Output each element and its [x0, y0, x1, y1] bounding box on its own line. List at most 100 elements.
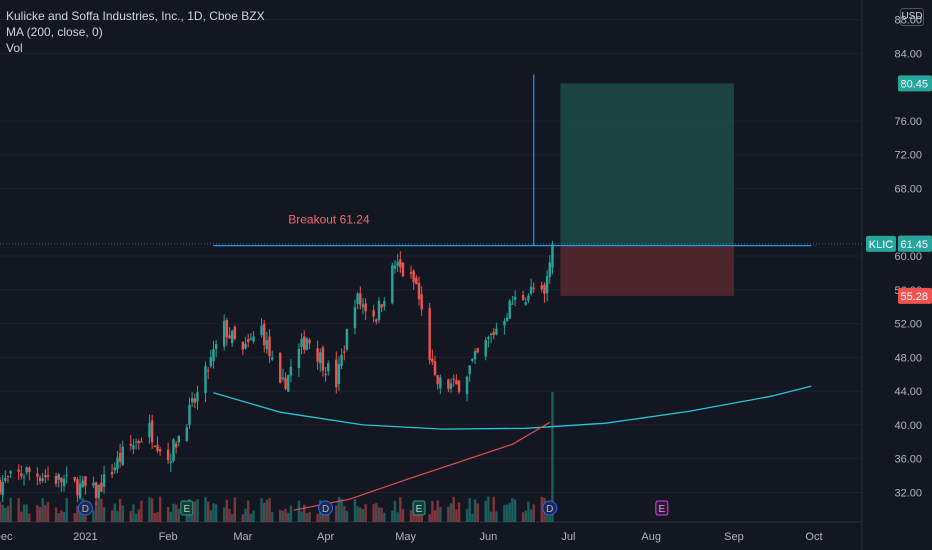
candle-body: [399, 259, 402, 268]
earnings-marker: E: [180, 500, 194, 516]
price-tick-label: 48.00: [894, 352, 922, 364]
time-tick-label: Sep: [724, 531, 744, 543]
symbol-title[interactable]: Kulicke and Soffa Industries, Inc., 1D, …: [6, 9, 265, 23]
volume-bar: [172, 503, 175, 522]
candle-body: [204, 366, 207, 393]
volume-bar: [353, 499, 357, 522]
volume-bar: [449, 503, 453, 522]
time-tick-label: Jul: [561, 531, 575, 543]
price-tick-label: 84.00: [894, 48, 922, 60]
candle-body: [177, 436, 181, 443]
candle-body: [150, 420, 154, 443]
time-tick-label: Aug: [641, 531, 661, 543]
candle-body: [185, 427, 189, 442]
volume-bar: [73, 513, 76, 522]
marker-shape: [412, 500, 426, 516]
volume-bar: [433, 510, 437, 522]
candle-body: [436, 375, 439, 385]
candle-body: [233, 326, 237, 339]
currency-label[interactable]: USD: [900, 8, 924, 26]
volume-bar: [324, 510, 327, 522]
volume-bar: [65, 498, 68, 522]
volume-bar: [60, 510, 63, 522]
candle-body: [420, 294, 423, 310]
volume-bar: [110, 510, 114, 522]
volume-bar: [383, 512, 386, 522]
candle-body: [476, 348, 479, 353]
candle-body: [359, 293, 362, 305]
candle-body: [132, 445, 135, 450]
candle-body: [212, 349, 215, 362]
candle-body: [321, 347, 325, 371]
volume-bar: [158, 496, 162, 522]
candle-body: [196, 392, 199, 402]
volume-bar: [116, 510, 119, 522]
badge-value: 55.28: [900, 291, 928, 303]
volume-bar: [527, 501, 530, 522]
candle-body: [6, 476, 10, 478]
volume-bar: [545, 511, 549, 522]
candle-body: [396, 261, 399, 266]
candle-body: [148, 423, 151, 438]
last-price-price-badge: 61.45 KLIC: [866, 235, 932, 252]
candle-body: [319, 352, 322, 364]
candle-body: [364, 303, 367, 312]
volume-bar: [196, 499, 199, 522]
candle-body: [113, 467, 116, 471]
price-tick-label: 68.00: [894, 184, 922, 196]
volume-bar: [228, 508, 231, 522]
volume-bar: [132, 504, 135, 522]
marker-shape: [180, 500, 194, 516]
candle-body: [524, 302, 527, 305]
candle-body: [353, 307, 357, 329]
candle-body: [412, 270, 415, 283]
volume-bar: [471, 513, 474, 522]
volume-bar: [284, 508, 287, 522]
ma-indicator-label[interactable]: MA (200, close, 0): [6, 25, 103, 39]
candle-body: [249, 338, 253, 340]
candle-body: [545, 276, 549, 294]
time-tick-label: Feb: [159, 531, 178, 543]
candle-body: [81, 480, 84, 488]
dividend-marker: D: [77, 500, 93, 516]
volume-bar: [343, 506, 346, 522]
volume-bar: [521, 512, 525, 522]
volume-bar: [193, 501, 197, 522]
volume-indicator-label[interactable]: Vol: [6, 41, 23, 55]
volume-bar: [78, 507, 82, 522]
volume-bar: [281, 510, 285, 522]
candle-body: [62, 479, 66, 487]
candle-body: [94, 482, 98, 498]
candle-body: [281, 377, 285, 380]
volume-bar: [4, 507, 7, 522]
candle-body: [335, 359, 338, 388]
volume-bar: [401, 508, 405, 522]
candle-body: [484, 340, 487, 357]
cup-curve: [213, 385, 812, 430]
volume-bar: [468, 498, 471, 522]
volume-bar: [409, 510, 413, 522]
candle-body: [76, 479, 79, 496]
candle-body: [361, 304, 365, 308]
candle-body: [287, 375, 290, 392]
badge-value: 61.45: [900, 239, 928, 251]
marker-label: D: [322, 504, 329, 515]
candle-body: [428, 308, 431, 361]
candle-body: [279, 352, 282, 383]
candle-body: [44, 474, 47, 478]
candle-body: [110, 472, 114, 475]
volume-bar: [303, 504, 306, 522]
candle-body: [527, 295, 530, 301]
volume-bar: [118, 498, 122, 522]
volume-bar: [487, 496, 490, 522]
stop-price-badge: 55.28: [898, 287, 932, 304]
candle-body: [511, 303, 514, 305]
badge-bg: [898, 235, 932, 252]
volume-bar: [465, 508, 469, 522]
volume-bar: [76, 505, 79, 522]
time-tick-label: Dec: [0, 531, 13, 543]
volume-bar: [84, 511, 87, 522]
candle-body: [305, 338, 309, 350]
volume-bar: [265, 499, 269, 522]
